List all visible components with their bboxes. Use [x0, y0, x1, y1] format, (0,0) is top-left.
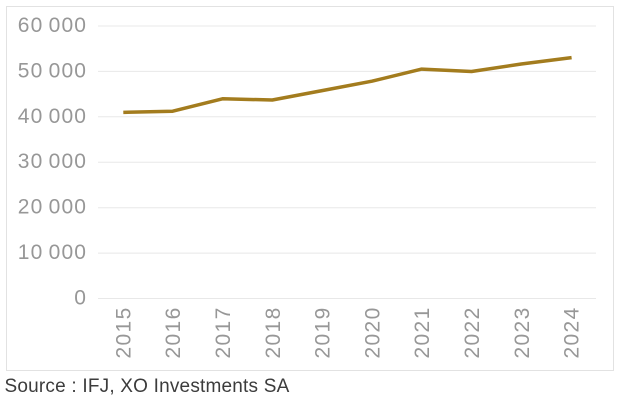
svg-text:2016: 2016: [162, 306, 185, 358]
svg-text:2015: 2015: [112, 306, 135, 358]
svg-text:40 000: 40 000: [18, 105, 87, 128]
svg-text:2020: 2020: [361, 306, 384, 358]
svg-text:2017: 2017: [212, 306, 235, 358]
svg-text:0: 0: [74, 287, 87, 310]
svg-text:10 000: 10 000: [18, 241, 87, 264]
svg-text:2019: 2019: [312, 306, 335, 358]
svg-text:2018: 2018: [262, 306, 285, 358]
svg-text:2022: 2022: [461, 306, 484, 358]
svg-text:2023: 2023: [511, 306, 534, 358]
svg-text:Source : IFJ, XO Investments S: Source : IFJ, XO Investments SA: [5, 376, 290, 397]
svg-text:50 000: 50 000: [18, 59, 87, 82]
svg-text:2024: 2024: [561, 306, 584, 358]
svg-text:60 000: 60 000: [18, 14, 87, 37]
svg-text:2021: 2021: [411, 306, 434, 358]
svg-text:20 000: 20 000: [18, 196, 87, 219]
svg-text:30 000: 30 000: [18, 150, 87, 173]
